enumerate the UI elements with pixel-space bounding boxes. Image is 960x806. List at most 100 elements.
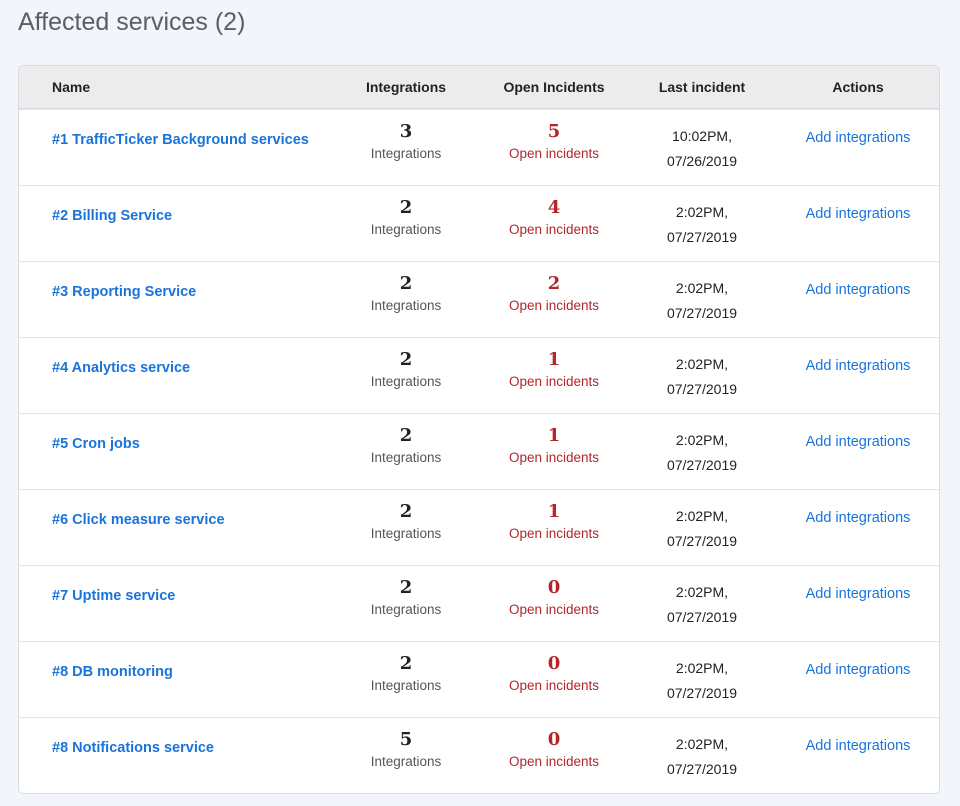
integrations-cell: 2 Integrations bbox=[331, 566, 481, 641]
incidents-label: Open incidents bbox=[508, 602, 600, 617]
integrations-count: 2 bbox=[399, 273, 413, 294]
last-incident-date: 07/26/2019 bbox=[666, 153, 738, 169]
incidents-cell: 1 Open incidents bbox=[481, 490, 627, 565]
last-incident-time: 2:02PM, bbox=[675, 280, 729, 296]
service-row: #8 Notifications service 5 Integrations 0 Op… bbox=[19, 717, 939, 793]
integrations-cell: 2 Integrations bbox=[331, 642, 481, 717]
integrations-label: Integrations bbox=[370, 678, 442, 693]
add-integrations-link[interactable]: Add integrations bbox=[805, 130, 911, 146]
integrations-cell: 2 Integrations bbox=[331, 338, 481, 413]
incidents-cell: 4 Open incidents bbox=[481, 186, 627, 261]
integrations-label: Integrations bbox=[370, 298, 442, 313]
column-header: Open Incidents bbox=[503, 79, 605, 95]
last-incident-cell: 10:02PM, 07/26/2019 bbox=[627, 110, 777, 185]
service-row: #7 Uptime service 2 Integrations 0 Open inci… bbox=[19, 565, 939, 641]
last-incident-time: 10:02PM, bbox=[672, 128, 732, 144]
last-incident-cell: 2:02PM, 07/27/2019 bbox=[627, 566, 777, 641]
integrations-count: 2 bbox=[399, 425, 413, 446]
service-link[interactable]: #2 Billing Service bbox=[52, 208, 173, 224]
integrations-count: 5 bbox=[399, 729, 413, 750]
last-incident-cell: 2:02PM, 07/27/2019 bbox=[627, 414, 777, 489]
integrations-label: Integrations bbox=[370, 602, 442, 617]
add-integrations-link[interactable]: Add integrations bbox=[805, 510, 911, 526]
integrations-cell: 2 Integrations bbox=[331, 490, 481, 565]
service-link[interactable]: #8 Notifications service bbox=[52, 740, 214, 756]
last-incident-time: 2:02PM, bbox=[675, 584, 729, 600]
service-link[interactable]: #7 Uptime service bbox=[52, 588, 176, 604]
service-link[interactable]: #4 Analytics service bbox=[52, 360, 191, 376]
column-header: Name bbox=[52, 79, 91, 95]
last-incident-time: 2:02PM, bbox=[675, 356, 729, 372]
add-integrations-link[interactable]: Add integrations bbox=[805, 662, 911, 678]
last-incident-date: 07/27/2019 bbox=[666, 457, 738, 473]
actions-cell: Add integrations bbox=[777, 566, 939, 641]
last-incident-time: 2:02PM, bbox=[675, 432, 729, 448]
last-incident-date: 07/27/2019 bbox=[666, 305, 738, 321]
integrations-cell: 2 Integrations bbox=[331, 414, 481, 489]
incidents-count: 0 bbox=[547, 577, 561, 598]
integrations-cell: 2 Integrations bbox=[331, 262, 481, 337]
incidents-label: Open incidents bbox=[508, 450, 600, 465]
last-incident-time: 2:02PM, bbox=[675, 508, 729, 524]
add-integrations-link[interactable]: Add integrations bbox=[805, 358, 911, 374]
service-row: #4 Analytics service 2 Integrations 1 Open i… bbox=[19, 337, 939, 413]
incidents-count: 1 bbox=[547, 425, 561, 446]
actions-cell: Add integrations bbox=[777, 642, 939, 717]
last-incident-cell: 2:02PM, 07/27/2019 bbox=[627, 718, 777, 793]
service-row: #5 Cron jobs 2 Integrations 1 Open incidents… bbox=[19, 413, 939, 489]
last-incident-date: 07/27/2019 bbox=[666, 533, 738, 549]
incidents-count: 0 bbox=[547, 653, 561, 674]
last-incident-cell: 2:02PM, 07/27/2019 bbox=[627, 490, 777, 565]
column-header: Actions bbox=[832, 79, 884, 95]
last-incident-date: 07/27/2019 bbox=[666, 609, 738, 625]
last-incident-cell: 2:02PM, 07/27/2019 bbox=[627, 186, 777, 261]
last-incident-date: 07/27/2019 bbox=[666, 229, 738, 245]
add-integrations-link[interactable]: Add integrations bbox=[805, 434, 911, 450]
incidents-label: Open incidents bbox=[508, 374, 600, 389]
last-incident-time: 2:02PM, bbox=[675, 660, 729, 676]
last-incident-date: 07/27/2019 bbox=[666, 381, 738, 397]
integrations-label: Integrations bbox=[370, 222, 442, 237]
actions-cell: Add integrations bbox=[777, 414, 939, 489]
incidents-label: Open incidents bbox=[508, 146, 600, 161]
integrations-count: 2 bbox=[399, 501, 413, 522]
service-link[interactable]: #5 Cron jobs bbox=[52, 436, 140, 452]
integrations-count: 2 bbox=[399, 653, 413, 674]
incidents-cell: 2 Open incidents bbox=[481, 262, 627, 337]
actions-cell: Add integrations bbox=[777, 262, 939, 337]
incidents-count: 2 bbox=[547, 273, 561, 294]
integrations-label: Integrations bbox=[370, 754, 442, 769]
service-link[interactable]: #3 Reporting Service bbox=[52, 284, 197, 300]
last-incident-cell: 2:02PM, 07/27/2019 bbox=[627, 338, 777, 413]
integrations-cell: 3 Integrations bbox=[331, 110, 481, 185]
column-header: Integrations bbox=[365, 79, 447, 95]
add-integrations-link[interactable]: Add integrations bbox=[805, 282, 911, 298]
integrations-cell: 5 Integrations bbox=[331, 718, 481, 793]
service-row: #6 Click measure service 2 Integrations 1 Op… bbox=[19, 489, 939, 565]
service-row: #3 Reporting Service 2 Integrations 2 Open i… bbox=[19, 261, 939, 337]
integrations-label: Integrations bbox=[370, 450, 442, 465]
incidents-cell: 1 Open incidents bbox=[481, 414, 627, 489]
service-link[interactable]: #8 DB monitoring bbox=[52, 664, 173, 680]
integrations-count: 2 bbox=[399, 577, 413, 598]
incidents-cell: 0 Open incidents bbox=[481, 718, 627, 793]
actions-cell: Add integrations bbox=[777, 338, 939, 413]
integrations-count: 2 bbox=[399, 197, 413, 218]
last-incident-time: 2:02PM, bbox=[675, 204, 729, 220]
integrations-label: Integrations bbox=[370, 146, 442, 161]
incidents-label: Open incidents bbox=[508, 298, 600, 313]
service-link[interactable]: #1 TrafficTicker Background services bbox=[52, 132, 309, 148]
service-row: #2 Billing Service 2 Integrations 4 Open inc… bbox=[19, 185, 939, 261]
incidents-count: 5 bbox=[547, 121, 561, 142]
add-integrations-link[interactable]: Add integrations bbox=[805, 738, 911, 754]
service-row: #8 DB monitoring 2 Integrations 0 Open incid… bbox=[19, 641, 939, 717]
integrations-cell: 2 Integrations bbox=[331, 186, 481, 261]
integrations-count: 2 bbox=[399, 349, 413, 370]
add-integrations-link[interactable]: Add integrations bbox=[805, 206, 911, 222]
service-link[interactable]: #6 Click measure service bbox=[52, 512, 225, 528]
add-integrations-link[interactable]: Add integrations bbox=[805, 586, 911, 602]
actions-cell: Add integrations bbox=[777, 186, 939, 261]
page-title: Affected services (2) bbox=[18, 8, 246, 36]
service-row: #1 TrafficTicker Background services 3 Int… bbox=[19, 109, 939, 185]
